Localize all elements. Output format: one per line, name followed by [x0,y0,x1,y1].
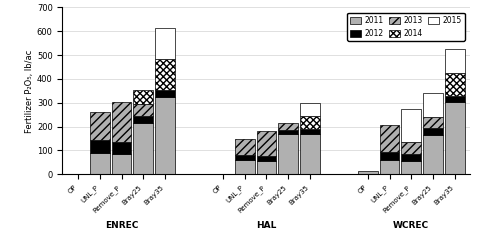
Text: WCREC: WCREC [393,221,429,230]
Bar [401,142,421,154]
Bar [380,152,399,160]
Bar [257,161,276,174]
Bar [155,97,175,174]
Bar [257,156,276,161]
Bar [133,123,153,174]
Text: ENREC: ENREC [105,221,138,230]
Bar [401,109,421,142]
Bar [155,28,175,59]
Bar [423,93,443,117]
Bar [423,128,443,135]
Bar [445,49,465,73]
Bar [445,102,465,174]
Bar [133,104,153,116]
Bar [358,171,378,174]
Y-axis label: Fertilizer P₂O₅, lb/ac: Fertilizer P₂O₅, lb/ac [25,49,34,132]
Bar [278,134,298,174]
Bar [90,153,109,174]
Bar [155,59,175,90]
Bar [278,123,298,130]
Bar [380,125,399,152]
Bar [155,90,175,97]
Bar [445,73,465,96]
Bar [401,161,421,174]
Bar [278,130,298,134]
Bar [300,103,320,116]
Bar [112,154,132,174]
Bar [112,142,132,154]
Bar [112,102,132,142]
Bar [235,155,254,160]
Bar [133,90,153,104]
Legend: 2011, 2012, 2013, 2014, 2015: 2011, 2012, 2013, 2014, 2015 [348,13,465,41]
Bar [235,138,254,155]
Bar [257,131,276,156]
Bar [90,112,109,140]
Text: HAL: HAL [256,221,276,230]
Bar [300,116,320,129]
Bar [235,160,254,174]
Bar [300,129,320,134]
Bar [90,140,109,153]
Bar [401,154,421,161]
Bar [133,116,153,123]
Bar [445,96,465,102]
Bar [300,134,320,174]
Bar [423,135,443,174]
Bar [423,117,443,128]
Bar [380,160,399,174]
